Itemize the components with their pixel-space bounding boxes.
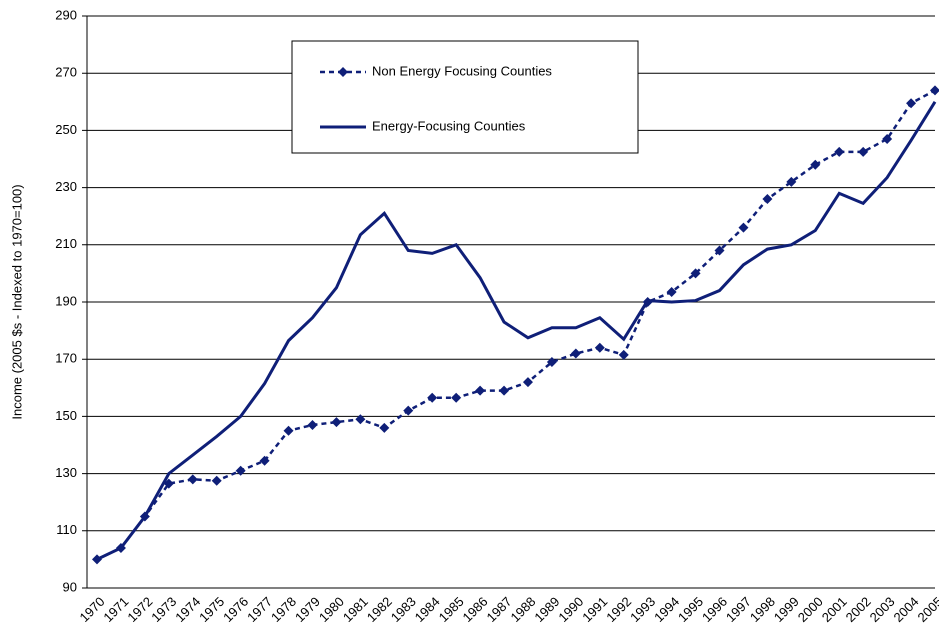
x-tick-label: 2003 — [867, 594, 898, 625]
legend-box — [291, 40, 639, 154]
point-marker — [834, 146, 845, 157]
y-tick-label: 290 — [55, 7, 77, 22]
point-marker — [786, 176, 797, 187]
x-tick-label: 1992 — [603, 594, 634, 625]
point-marker — [618, 349, 629, 360]
point-marker — [187, 474, 198, 485]
point-marker — [762, 194, 773, 205]
y-tick-label: 150 — [55, 408, 77, 423]
point-marker — [307, 419, 318, 430]
x-tick-label: 1986 — [460, 594, 491, 625]
point-marker — [594, 342, 605, 353]
y-tick-label: 170 — [55, 351, 77, 366]
x-tick-label: 2002 — [843, 594, 874, 625]
point-marker — [522, 377, 533, 388]
point-marker — [331, 417, 342, 428]
y-tick-label: 130 — [55, 465, 77, 480]
point-marker — [235, 465, 246, 476]
x-tick-label: 1970 — [76, 594, 107, 625]
point-marker — [714, 245, 725, 256]
y-tick-label: 210 — [55, 236, 77, 251]
point-marker — [451, 392, 462, 403]
legend-marker — [338, 67, 348, 77]
legend-label: Energy-Focusing Counties — [372, 118, 526, 133]
x-tick-label: 1991 — [579, 594, 610, 625]
x-tick-label: 1983 — [388, 594, 419, 625]
point-marker — [930, 85, 939, 96]
point-marker — [355, 414, 366, 425]
point-marker — [858, 146, 869, 157]
x-tick-label: 2005 — [914, 594, 939, 625]
point-marker — [570, 348, 581, 359]
x-tick-label: 1973 — [148, 594, 179, 625]
point-marker — [499, 385, 510, 396]
x-tick-label: 2000 — [795, 594, 826, 625]
x-tick-label: 1995 — [675, 594, 706, 625]
x-tick-label: 1972 — [124, 594, 155, 625]
legend-label: Non Energy Focusing Counties — [372, 63, 552, 78]
x-tick-label: 2001 — [819, 594, 850, 625]
x-tick-label: 1993 — [627, 594, 658, 625]
y-tick-label: 110 — [56, 522, 77, 537]
y-tick-label: 230 — [55, 179, 77, 194]
x-tick-label: 1988 — [507, 594, 538, 625]
x-tick-label: 1985 — [436, 594, 467, 625]
x-tick-label: 2004 — [891, 594, 922, 625]
point-marker — [546, 357, 557, 368]
x-tick-label: 1981 — [340, 594, 371, 625]
x-tick-label: 1977 — [244, 594, 275, 625]
y-axis-label: Income (2005 $s - Indexed to 1970=100) — [9, 184, 24, 419]
point-marker — [379, 422, 390, 433]
series-line — [96, 89, 936, 561]
y-tick-label: 250 — [55, 122, 77, 137]
point-marker — [738, 222, 749, 233]
point-marker — [427, 392, 438, 403]
y-tick-label: 90 — [63, 579, 77, 594]
point-marker — [690, 268, 701, 279]
point-marker — [666, 286, 677, 297]
y-tick-label: 190 — [55, 293, 77, 308]
y-tick-label: 270 — [55, 65, 77, 80]
x-tick-label: 1979 — [292, 594, 323, 625]
x-tick-label: 1982 — [364, 594, 395, 625]
x-tick-label: 1971 — [100, 594, 131, 625]
x-tick-label: 1987 — [484, 594, 515, 625]
point-marker — [882, 133, 893, 144]
x-tick-label: 1989 — [531, 594, 562, 625]
point-marker — [810, 159, 821, 170]
series-line — [96, 101, 937, 561]
x-tick-label: 1975 — [196, 594, 227, 625]
x-tick-label: 1980 — [316, 594, 347, 625]
point-marker — [283, 425, 294, 436]
point-marker — [211, 475, 222, 486]
x-tick-label: 1984 — [412, 594, 443, 625]
x-tick-label: 1974 — [172, 594, 203, 625]
x-tick-label: 1990 — [555, 594, 586, 625]
point-marker — [475, 385, 486, 396]
point-marker — [906, 98, 917, 109]
point-marker — [259, 455, 270, 466]
x-tick-label: 1998 — [747, 594, 778, 625]
x-tick-label: 1997 — [723, 594, 754, 625]
x-tick-label: 1994 — [651, 594, 682, 625]
point-marker — [403, 405, 414, 416]
x-tick-label: 1999 — [771, 594, 802, 625]
x-tick-label: 1976 — [220, 594, 251, 625]
x-tick-label: 1996 — [699, 594, 730, 625]
x-tick-label: 1978 — [268, 594, 299, 625]
